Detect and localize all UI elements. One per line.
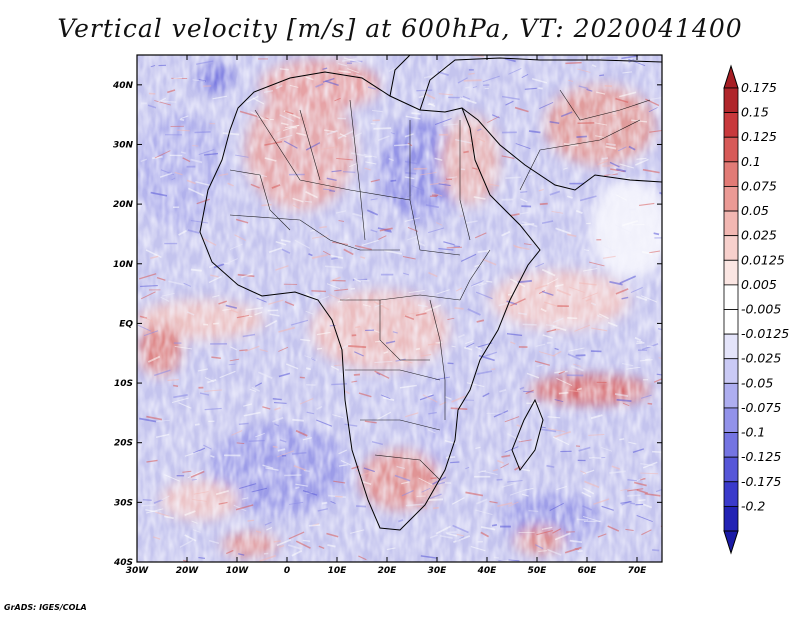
- colorbar-label: 0.025: [741, 228, 777, 243]
- colorbar-swatch: [723, 407, 739, 433]
- credit-label: GrADS: IGES/COLA: [4, 603, 87, 612]
- colorbar-label: 0.005: [741, 277, 777, 292]
- lon-tick-label: 20W: [176, 566, 200, 576]
- map-title: Vertical velocity [m/s] at 600hPa, VT: 2…: [57, 14, 743, 43]
- lat-tick-label: 20S: [114, 439, 133, 449]
- colorbar-label: -0.075: [741, 400, 781, 415]
- velocity-field: [137, 55, 662, 562]
- colorbar-swatch: [723, 210, 739, 237]
- lat-tick-label: 20N: [113, 200, 134, 210]
- lon-tick-label: 70E: [628, 566, 648, 576]
- colorbar-top-arrow: [723, 64, 739, 89]
- coastlines: [199, 55, 662, 531]
- colorbar-label: -0.2: [741, 498, 765, 513]
- plot-frame: [136, 54, 663, 563]
- lat-tick-label: 30N: [113, 140, 134, 150]
- colorbar-swatch: [723, 505, 739, 532]
- colorbar-label: -0.175: [741, 474, 781, 489]
- colorbar-label: 0.1: [741, 154, 761, 169]
- lon-tick-label: 10W: [226, 566, 250, 576]
- lat-tick-label: EQ: [119, 319, 133, 329]
- colorbar-swatch: [723, 87, 739, 114]
- colorbar-swatch: [723, 136, 739, 163]
- colorbar-label: -0.05: [741, 375, 773, 390]
- colorbar-label: 0.05: [741, 203, 769, 218]
- colorbar-swatch: [723, 284, 739, 310]
- lat-tick-label: 30S: [114, 498, 133, 508]
- lon-tick-label: 30W: [126, 566, 150, 576]
- colorbar-swatch: [723, 481, 739, 507]
- lon-tick-label: 40E: [477, 566, 498, 576]
- colorbar-label: -0.025: [741, 351, 781, 366]
- colorbar-swatch: [723, 161, 739, 187]
- axis-ticks: 30W 20W 10W 0 10E 20E 30E 40E 50E 60E 70E 40N 30N 20N…: [112, 55, 662, 576]
- colorbar-swatch: [723, 382, 739, 409]
- colorbar: 0.175 0.15 0.125 0.1 0.075 0.05 0.025 0.0125 0.0…: [723, 64, 789, 555]
- colorbar-label: 0.075: [741, 178, 777, 193]
- colorbar-label: 0.0125: [741, 252, 785, 267]
- lon-tick-label: 20E: [378, 566, 398, 576]
- country-borders: [229, 89, 651, 481]
- colorbar-label: 0.175: [741, 80, 777, 95]
- colorbar-swatch: [723, 259, 739, 286]
- colorbar-label: -0.125: [741, 449, 781, 464]
- colorbar-swatch: [723, 186, 739, 212]
- lat-tick-label: 40S: [113, 558, 133, 568]
- lat-tick-label: 10N: [113, 260, 134, 270]
- lon-tick-label: 50E: [528, 566, 548, 576]
- colorbar-swatch: [723, 333, 739, 360]
- colorbar-swatch: [723, 432, 739, 458]
- lon-tick-label: 30E: [428, 566, 448, 576]
- colorbar-swatch: [723, 112, 739, 138]
- lon-tick-label: 0: [284, 566, 290, 576]
- colorbar-label: -0.1: [741, 425, 765, 440]
- colorbar-label: -0.005: [741, 302, 781, 317]
- colorbar-swatch: [723, 358, 739, 384]
- colorbar-swatch: [723, 235, 739, 261]
- colorbar-label: 0.15: [741, 105, 769, 120]
- colorbar-swatch: [723, 309, 739, 335]
- colorbar-label: 0.125: [741, 129, 777, 144]
- lon-tick-label: 10E: [328, 566, 348, 576]
- colorbar-label: -0.0125: [741, 326, 789, 341]
- lat-tick-label: 40N: [112, 81, 134, 91]
- lon-tick-label: 60E: [578, 566, 598, 576]
- colorbar-swatch: [723, 456, 739, 483]
- colorbar-bottom-arrow: [723, 530, 739, 555]
- lat-tick-label: 10S: [114, 379, 133, 389]
